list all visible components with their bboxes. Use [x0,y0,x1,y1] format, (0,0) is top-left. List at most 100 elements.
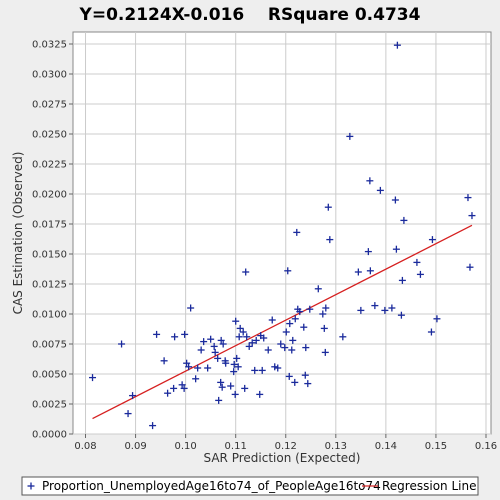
x-tick-label: 0.08 [74,441,96,452]
y-tick-label: 0.0175 [32,220,67,231]
y-tick-label: 0.0125 [32,280,67,291]
data-point [243,333,251,341]
data-point [207,335,215,343]
data-point [433,315,441,323]
data-point [300,323,308,331]
legend-marker-plus [27,482,35,490]
data-point [215,396,223,404]
data-point [129,392,137,400]
y-axis-ticks: 0.0000 0.0025 0.0050 0.0075 0.0100 0.0125 0.01… [32,40,73,441]
data-point [251,366,259,374]
data-point [274,364,282,372]
data-point [416,270,424,278]
data-point [217,336,225,344]
y-tick-label: 0.0100 [32,310,67,321]
data-point [296,308,304,316]
y-tick-label: 0.0075 [32,340,67,351]
x-axis-label: SAR Prediction (Expected) [204,451,361,465]
data-point [231,390,239,398]
data-point [427,328,435,336]
legend: Proportion_UnemployedAge16to74_of_People… [21,476,479,496]
data-point [235,333,243,341]
x-tick-label: 0.15 [425,441,447,452]
data-point [466,263,474,271]
data-point [268,316,276,324]
data-point [124,410,132,418]
data-point [271,363,279,371]
data-point [319,310,327,318]
data-point [258,366,266,374]
data-point [381,306,389,314]
data-point [164,389,172,397]
regression-line [92,224,473,420]
data-point [277,340,285,348]
data-point [234,363,242,371]
data-point [326,236,334,244]
data-point [197,346,205,354]
data-point [364,248,372,256]
data-point [284,267,292,275]
regression-line-layer [92,224,473,420]
data-point [464,194,472,202]
data-point [468,212,476,220]
data-point [222,359,230,367]
legend-plus-marker [27,482,35,490]
data-point [183,359,191,367]
data-point [391,196,399,204]
data-point [301,371,309,379]
data-point [314,285,322,293]
data-point [388,304,396,312]
y-tick-label: 0.0000 [32,430,67,441]
data-point [214,354,222,362]
data-point [288,346,296,354]
y-tick-label: 0.0050 [32,370,67,381]
data-point [210,342,218,350]
data-point [178,381,186,389]
y-axis-label: CAS Estimation (Observed) [11,152,25,315]
data-point [153,330,161,338]
data-points [89,41,476,430]
data-point [413,258,421,266]
data-point [320,324,328,332]
data-point [218,383,226,391]
x-axis-ticks: 0.08 0.09 0.10 0.11 0.12 0.13 0.14 0.15 0.16 [74,434,497,452]
data-point [324,203,332,211]
y-tick-label: 0.0300 [32,70,67,81]
data-point [204,364,212,372]
data-point [260,334,268,342]
x-tick-label: 0.14 [375,441,397,452]
x-tick-label: 0.09 [124,441,146,452]
data-point [211,348,219,356]
x-tick-label: 0.12 [275,441,297,452]
data-point [192,375,200,383]
data-point [376,186,384,194]
data-point [306,305,314,313]
data-point [291,378,299,386]
y-tick-label: 0.0150 [32,250,67,261]
data-point [286,320,294,328]
data-point [366,267,374,275]
data-point [321,348,329,356]
data-point [118,340,126,348]
x-tick-label: 0.11 [225,441,247,452]
data-point [302,344,310,352]
data-point [242,268,250,276]
data-point [398,276,406,284]
data-point [354,268,362,276]
data-point [245,342,253,350]
legend-regression-label: Regression Line [382,479,476,493]
data-point [285,372,293,380]
data-point [232,317,240,325]
data-point [392,245,400,253]
data-point [289,336,297,344]
data-point [217,378,225,386]
legend-box [21,476,479,496]
x-tick-label: 0.13 [325,441,347,452]
data-point [366,177,374,185]
data-point [304,380,312,388]
y-tick-label: 0.0200 [32,190,67,201]
data-point [236,324,244,332]
y-tick-label: 0.0275 [32,100,67,111]
legend-series-label: Proportion_UnemployedAge16to74_of_People… [42,479,381,493]
